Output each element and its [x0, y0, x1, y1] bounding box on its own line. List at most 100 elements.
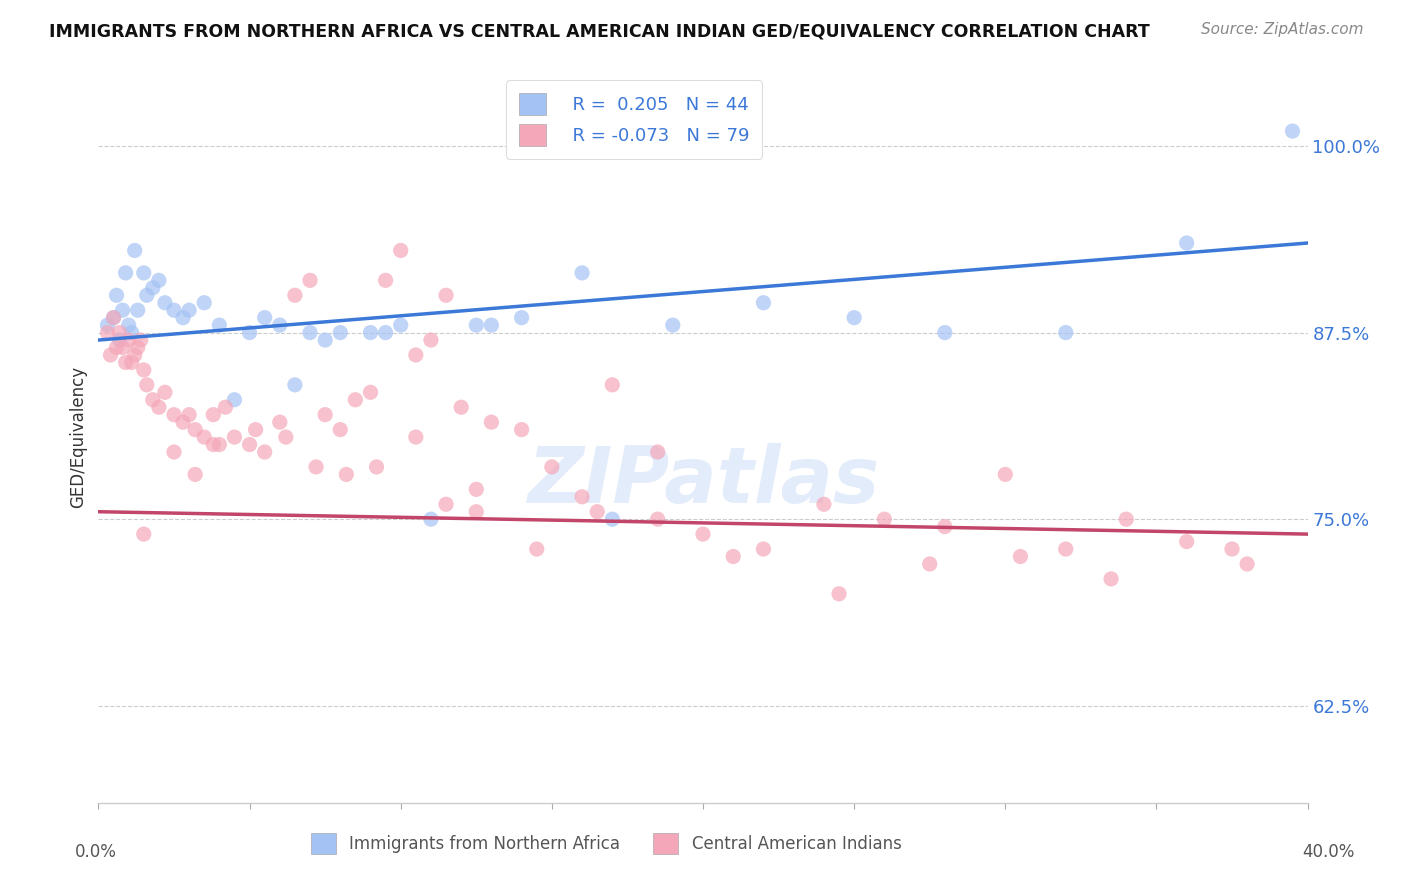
Point — [434, 497, 457, 511]
Point — [274, 430, 297, 444]
Point — [269, 318, 291, 332]
Point — [111, 341, 134, 355]
Point — [314, 408, 336, 422]
Point — [142, 281, 165, 295]
Point — [163, 445, 186, 459]
Point — [148, 401, 170, 415]
Point — [202, 408, 225, 422]
Point — [305, 459, 328, 474]
Legend: Immigrants from Northern Africa, Central American Indians: Immigrants from Northern Africa, Central… — [304, 827, 908, 860]
Point — [132, 266, 155, 280]
Point — [142, 392, 165, 407]
Point — [329, 423, 352, 437]
Point — [335, 467, 357, 482]
Point — [121, 326, 143, 340]
Point — [245, 423, 267, 437]
Point — [374, 273, 396, 287]
Point — [692, 527, 714, 541]
Point — [994, 467, 1017, 482]
Point — [96, 318, 118, 332]
Point — [148, 273, 170, 287]
Point — [661, 318, 683, 332]
Point — [132, 527, 155, 541]
Point — [752, 542, 775, 557]
Point — [344, 392, 367, 407]
Point — [299, 273, 322, 287]
Point — [269, 415, 291, 429]
Point — [284, 377, 307, 392]
Point — [284, 288, 307, 302]
Point — [118, 333, 141, 347]
Point — [108, 333, 131, 347]
Point — [571, 266, 593, 280]
Point — [934, 519, 956, 533]
Point — [314, 333, 336, 347]
Point — [127, 341, 149, 355]
Point — [253, 445, 276, 459]
Point — [96, 326, 118, 340]
Point — [163, 303, 186, 318]
Point — [239, 326, 262, 340]
Point — [193, 295, 215, 310]
Point — [389, 318, 412, 332]
Point — [510, 423, 533, 437]
Point — [299, 326, 322, 340]
Point — [224, 430, 246, 444]
Point — [1236, 557, 1258, 571]
Point — [214, 401, 236, 415]
Point — [481, 318, 503, 332]
Text: Source: ZipAtlas.com: Source: ZipAtlas.com — [1201, 22, 1364, 37]
Point — [602, 377, 624, 392]
Point — [1010, 549, 1032, 564]
Point — [360, 385, 382, 400]
Point — [105, 288, 128, 302]
Point — [723, 549, 745, 564]
Point — [465, 483, 488, 497]
Point — [121, 355, 143, 369]
Point — [647, 445, 669, 459]
Point — [135, 377, 157, 392]
Point — [526, 542, 548, 557]
Point — [465, 318, 488, 332]
Point — [540, 459, 562, 474]
Point — [111, 303, 134, 318]
Point — [193, 430, 215, 444]
Point — [172, 310, 194, 325]
Text: 40.0%: 40.0% — [1302, 843, 1355, 861]
Point — [1175, 534, 1198, 549]
Point — [124, 244, 146, 258]
Point — [108, 326, 131, 340]
Point — [114, 266, 136, 280]
Point — [153, 385, 176, 400]
Point — [208, 437, 231, 451]
Point — [103, 310, 125, 325]
Point — [202, 437, 225, 451]
Point — [153, 295, 176, 310]
Point — [1099, 572, 1122, 586]
Point — [389, 244, 412, 258]
Point — [239, 437, 262, 451]
Y-axis label: GED/Equivalency: GED/Equivalency — [69, 366, 87, 508]
Point — [465, 505, 488, 519]
Point — [434, 288, 457, 302]
Point — [127, 303, 149, 318]
Point — [366, 459, 388, 474]
Point — [118, 318, 141, 332]
Point — [571, 490, 593, 504]
Point — [135, 288, 157, 302]
Point — [132, 363, 155, 377]
Point — [179, 303, 201, 318]
Point — [602, 512, 624, 526]
Point — [1220, 542, 1243, 557]
Point — [1115, 512, 1137, 526]
Point — [405, 348, 427, 362]
Point — [172, 415, 194, 429]
Text: IMMIGRANTS FROM NORTHERN AFRICA VS CENTRAL AMERICAN INDIAN GED/EQUIVALENCY CORRE: IMMIGRANTS FROM NORTHERN AFRICA VS CENTR… — [49, 22, 1150, 40]
Point — [1281, 124, 1303, 138]
Point — [1054, 326, 1077, 340]
Point — [813, 497, 835, 511]
Point — [828, 587, 851, 601]
Point — [934, 326, 956, 340]
Point — [253, 310, 276, 325]
Point — [510, 310, 533, 325]
